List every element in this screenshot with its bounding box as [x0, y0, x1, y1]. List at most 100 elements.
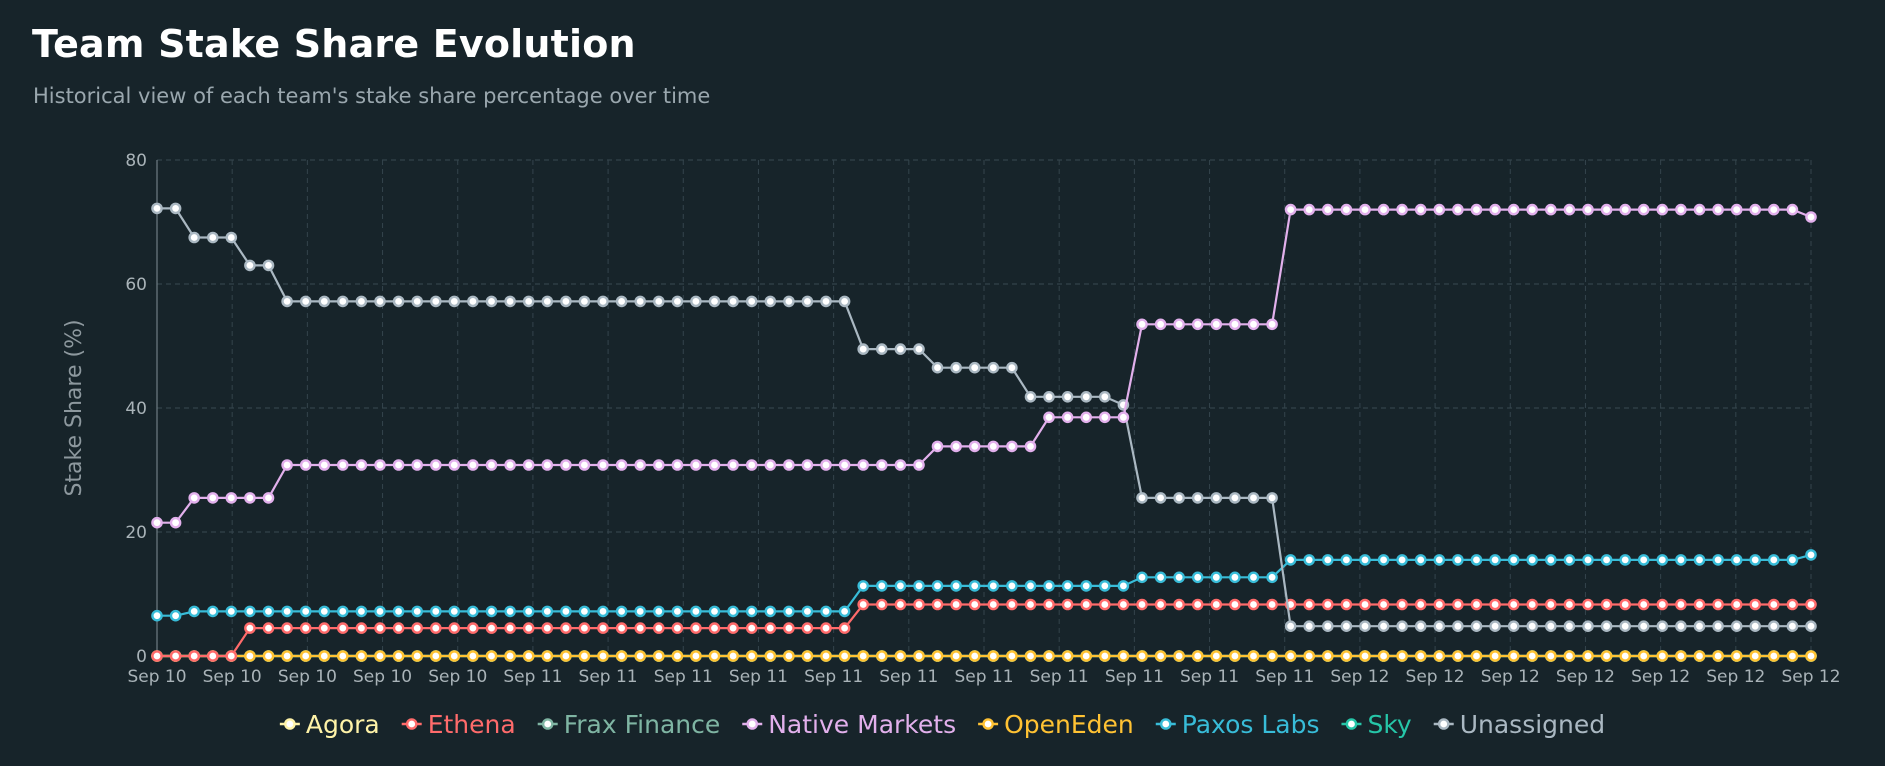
data-point[interactable]: [1563, 203, 1576, 216]
data-point[interactable]: [1712, 203, 1724, 216]
data-point[interactable]: [1600, 620, 1613, 633]
data-point[interactable]: [1061, 580, 1074, 592]
data-point[interactable]: [1582, 203, 1594, 216]
data-point[interactable]: [950, 361, 962, 374]
data-point[interactable]: [1433, 554, 1446, 566]
data-point[interactable]: [690, 605, 702, 618]
data-point[interactable]: [1210, 650, 1223, 662]
data-point[interactable]: [1210, 492, 1223, 504]
data-point[interactable]: [188, 605, 200, 618]
data-point[interactable]: [597, 295, 609, 308]
data-point[interactable]: [1377, 203, 1390, 216]
data-point[interactable]: [653, 622, 665, 634]
data-point[interactable]: [244, 622, 256, 634]
data-point[interactable]: [653, 295, 665, 308]
data-point[interactable]: [727, 622, 739, 634]
data-point[interactable]: [206, 605, 219, 618]
data-point[interactable]: [1136, 571, 1148, 584]
legend-item-ethena[interactable]: Ethena: [401, 710, 516, 739]
data-point[interactable]: [838, 459, 851, 471]
data-point[interactable]: [1247, 650, 1260, 662]
data-point[interactable]: [783, 295, 795, 308]
data-point[interactable]: [318, 650, 331, 662]
data-point[interactable]: [1136, 598, 1148, 611]
data-point[interactable]: [355, 605, 368, 618]
data-point[interactable]: [820, 622, 832, 634]
data-point[interactable]: [1749, 598, 1761, 611]
data-point[interactable]: [1173, 598, 1185, 611]
data-point[interactable]: [745, 605, 758, 618]
data-point[interactable]: [1247, 598, 1260, 611]
data-point[interactable]: [876, 459, 888, 471]
data-point[interactable]: [336, 459, 349, 471]
data-point[interactable]: [522, 605, 535, 618]
data-point[interactable]: [1805, 549, 1817, 561]
data-point[interactable]: [1006, 361, 1018, 374]
data-point[interactable]: [950, 580, 962, 592]
data-point[interactable]: [1619, 554, 1631, 566]
data-point[interactable]: [1433, 620, 1446, 633]
data-point[interactable]: [1730, 554, 1743, 566]
data-point[interactable]: [1303, 554, 1315, 566]
data-point[interactable]: [1452, 620, 1464, 633]
data-point[interactable]: [467, 295, 479, 308]
data-point[interactable]: [1154, 571, 1167, 584]
data-point[interactable]: [1452, 554, 1464, 566]
data-point[interactable]: [1322, 203, 1334, 216]
legend-item-agora[interactable]: Agora: [279, 710, 380, 739]
data-point[interactable]: [1563, 650, 1576, 662]
data-point[interactable]: [1322, 650, 1334, 662]
data-point[interactable]: [1637, 203, 1650, 216]
data-point[interactable]: [188, 231, 200, 244]
data-point[interactable]: [1805, 598, 1817, 611]
data-point[interactable]: [1080, 580, 1092, 592]
data-point[interactable]: [1693, 554, 1706, 566]
data-point[interactable]: [1303, 203, 1315, 216]
data-point[interactable]: [1117, 650, 1130, 662]
legend-item-native-markets[interactable]: Native Markets: [742, 710, 956, 739]
data-point[interactable]: [931, 580, 944, 592]
data-point[interactable]: [1229, 318, 1241, 331]
data-point[interactable]: [1805, 211, 1817, 223]
data-point[interactable]: [1730, 620, 1743, 633]
data-point[interactable]: [764, 605, 777, 618]
data-point[interactable]: [615, 295, 628, 308]
data-point[interactable]: [467, 650, 479, 662]
data-point[interactable]: [1377, 598, 1390, 611]
data-point[interactable]: [1749, 203, 1761, 216]
data-point[interactable]: [1247, 492, 1260, 504]
data-point[interactable]: [1414, 203, 1427, 216]
data-point[interactable]: [1582, 650, 1594, 662]
data-point[interactable]: [504, 622, 516, 634]
data-point[interactable]: [745, 459, 758, 471]
data-point[interactable]: [1173, 492, 1185, 504]
data-point[interactable]: [1154, 598, 1167, 611]
data-point[interactable]: [169, 609, 182, 622]
data-point[interactable]: [336, 650, 349, 662]
data-point[interactable]: [522, 650, 535, 662]
data-point[interactable]: [1526, 620, 1538, 633]
data-point[interactable]: [262, 492, 275, 504]
data-point[interactable]: [1452, 598, 1464, 611]
data-point[interactable]: [690, 459, 702, 471]
data-point[interactable]: [931, 361, 944, 374]
data-point[interactable]: [1470, 554, 1483, 566]
data-point[interactable]: [429, 459, 442, 471]
data-point[interactable]: [1805, 620, 1817, 633]
data-point[interactable]: [188, 492, 200, 504]
data-point[interactable]: [876, 598, 888, 611]
data-point[interactable]: [1414, 650, 1427, 662]
data-point[interactable]: [336, 605, 349, 618]
data-point[interactable]: [392, 605, 405, 618]
data-point[interactable]: [1712, 650, 1724, 662]
data-point[interactable]: [1006, 440, 1018, 453]
data-point[interactable]: [522, 622, 535, 634]
data-point[interactable]: [820, 295, 832, 308]
data-point[interactable]: [392, 622, 405, 634]
data-point[interactable]: [411, 622, 424, 634]
data-point[interactable]: [783, 605, 795, 618]
data-point[interactable]: [504, 459, 516, 471]
data-point[interactable]: [894, 580, 907, 592]
data-point[interactable]: [1117, 580, 1130, 592]
data-point[interactable]: [1266, 492, 1278, 504]
